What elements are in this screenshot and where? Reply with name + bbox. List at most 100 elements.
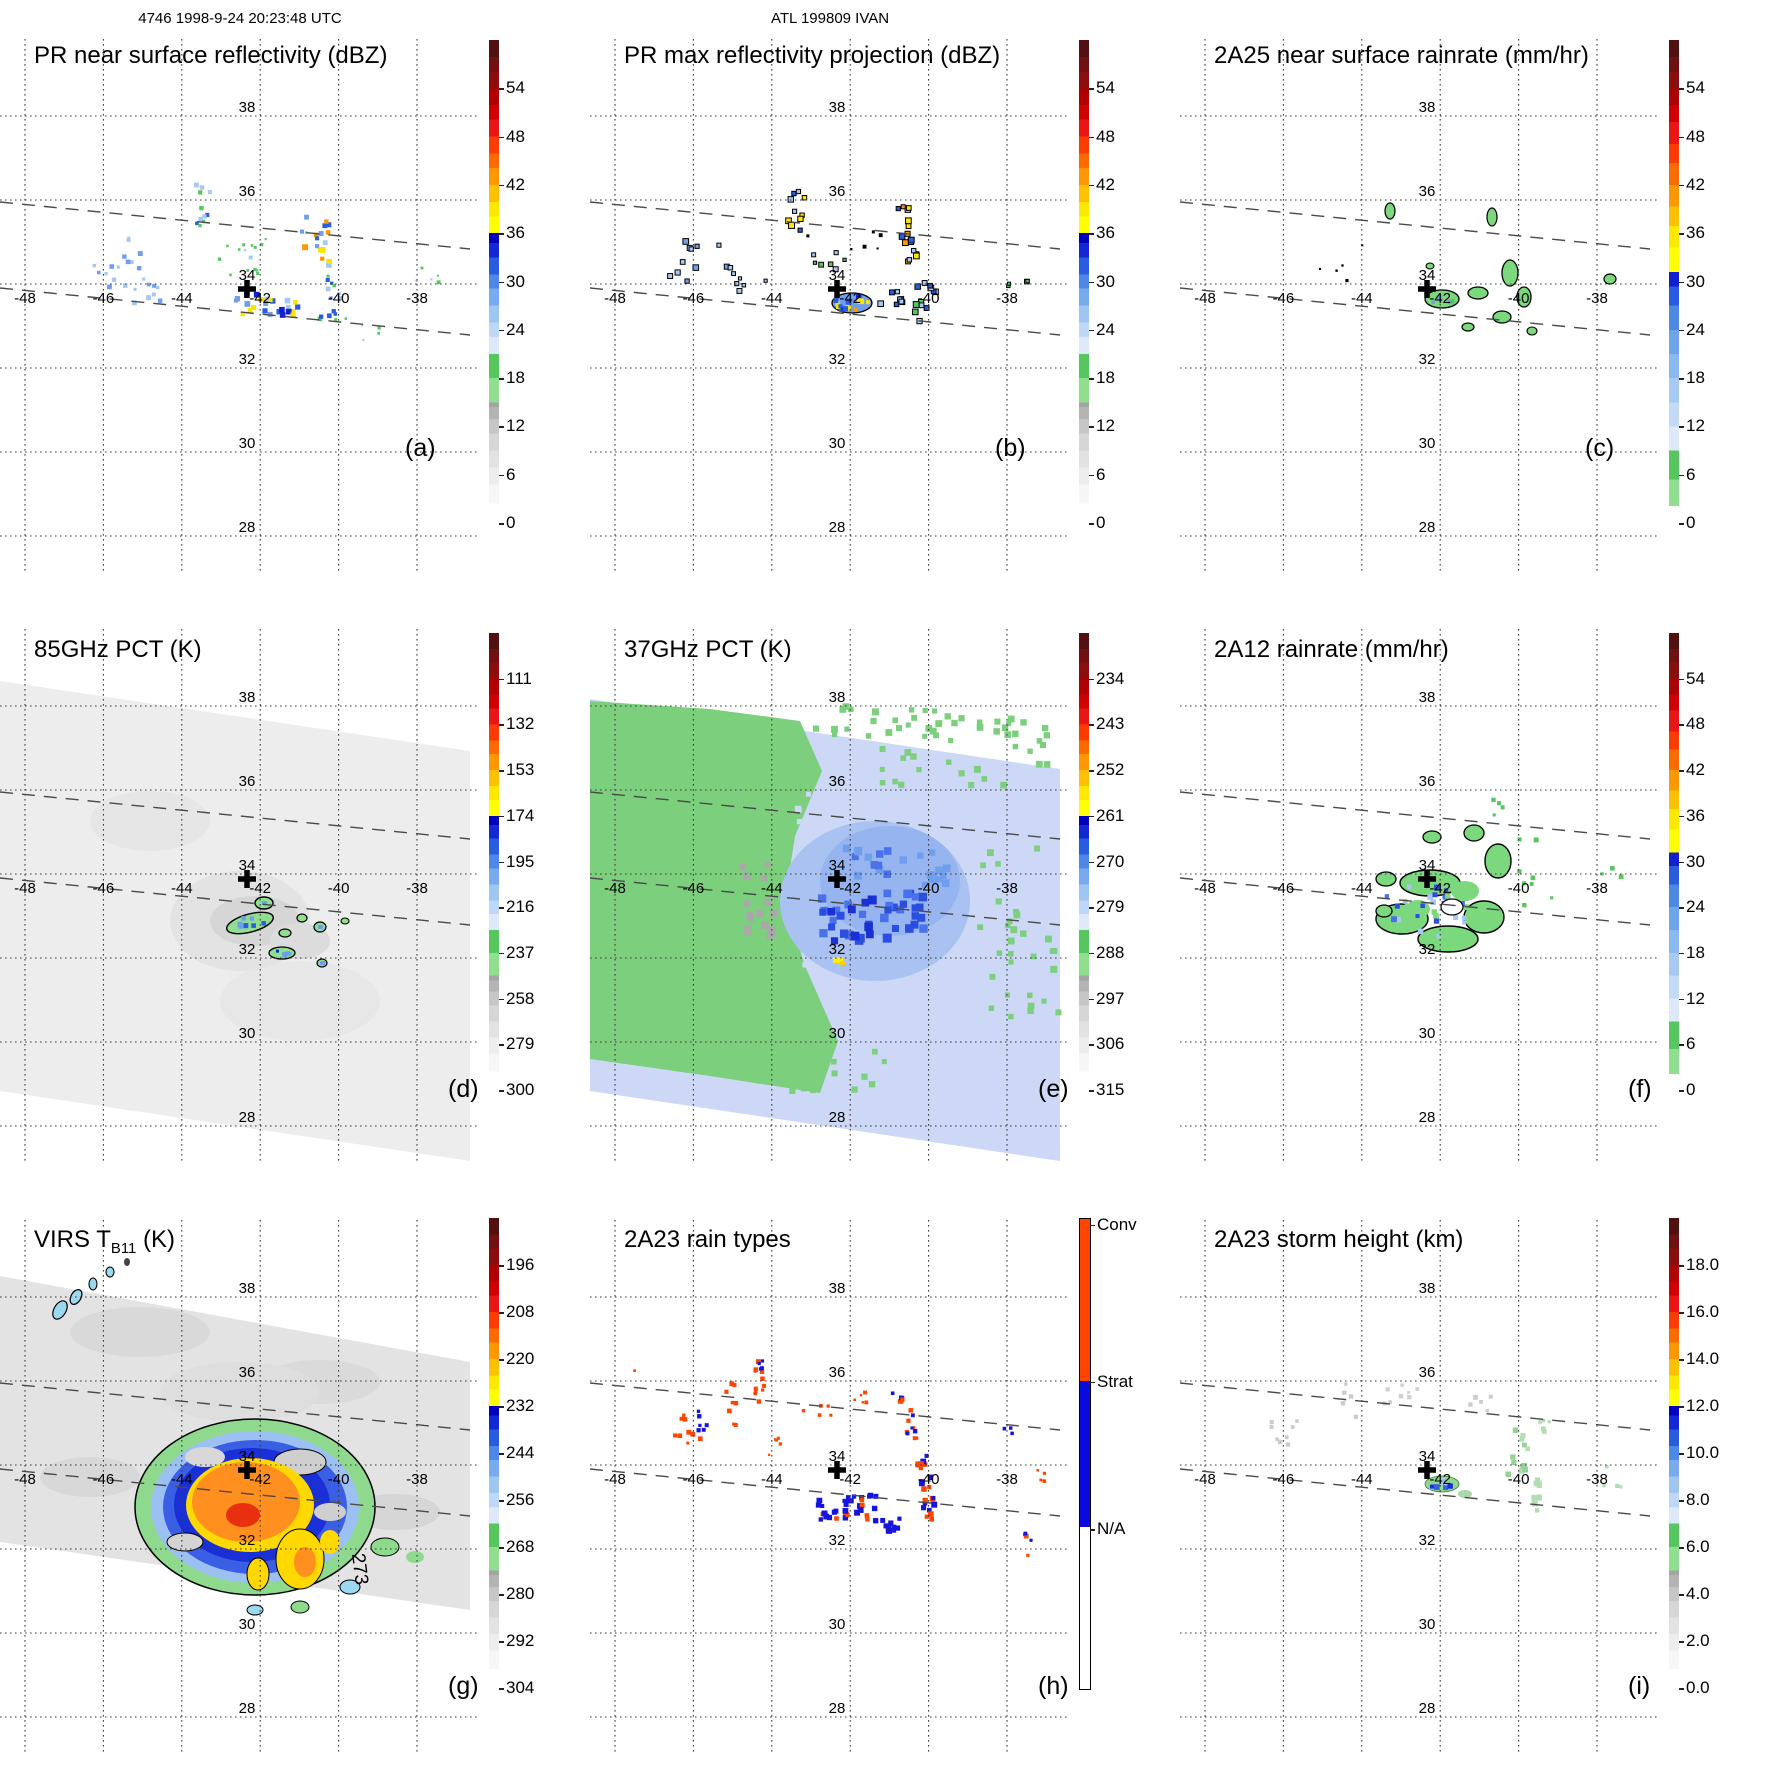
map-art <box>0 681 470 1166</box>
colorbar-tick: 18.0 <box>1678 1255 1720 1274</box>
storm-center-marker <box>828 1461 846 1479</box>
colorbar-a: 54 48 42 36 30 24 18 12 6 0 <box>489 40 525 532</box>
colorbar-tick: 24 <box>1089 319 1115 339</box>
colorbar-tick: 232 <box>498 1396 535 1415</box>
storm-center-marker <box>1418 1461 1436 1479</box>
colorbar-tick: 6 <box>1678 1034 1696 1054</box>
svg-text:-38: -38 <box>996 1471 1018 1488</box>
colorbar-tick: 6 <box>1088 464 1106 484</box>
svg-text:-40: -40 <box>918 290 940 307</box>
swath-edge-lines <box>590 1382 1061 1517</box>
svg-text:-44: -44 <box>761 290 783 307</box>
swath-edge-lines <box>0 791 471 926</box>
colorbar-tick: 252 <box>1088 760 1125 780</box>
svg-text:30: 30 <box>1419 435 1436 452</box>
map-c: 38 36 34 32 30 28 -48 -46 -44 -42 -40 -38 (c) <box>1180 39 1658 571</box>
svg-text:36: 36 <box>829 183 846 200</box>
colorbar-tick: 270 <box>1088 851 1125 871</box>
storm-center-marker <box>1418 280 1436 298</box>
map-art <box>92 182 441 342</box>
panel-title-h: 2A23 rain types <box>624 1226 791 1253</box>
svg-text:-46: -46 <box>683 290 705 307</box>
svg-text:-42: -42 <box>839 880 861 897</box>
colorbar-tick: 2.0 <box>1679 1631 1710 1650</box>
svg-text:-48: -48 <box>604 290 626 307</box>
latlon-grid <box>590 39 1068 571</box>
svg-text:38: 38 <box>239 689 256 706</box>
svg-text:-44: -44 <box>1351 880 1373 897</box>
svg-text:38: 38 <box>1419 1280 1436 1297</box>
colorbar-i: 18.0 16.0 14.0 12.0 10.0 8.0 6.0 4.0 2.0 0.0 <box>1669 1218 1719 1697</box>
map-art <box>667 188 1030 325</box>
colorbar-tick: 42 <box>1089 174 1115 194</box>
svg-text:-42: -42 <box>249 290 271 307</box>
colorbar-tick: 4.0 <box>1679 1584 1710 1603</box>
svg-text:32: 32 <box>1419 351 1436 368</box>
panel-b: PR max reflectivity projection (dBZ) 38 3… <box>590 0 1180 590</box>
colorbar-tick: 18 <box>1679 368 1705 388</box>
svg-text:-42: -42 <box>839 290 861 307</box>
svg-text:36: 36 <box>239 1364 256 1381</box>
colorbar-tick: 195 <box>498 851 535 871</box>
svg-text:30: 30 <box>1419 1616 1436 1633</box>
svg-text:-44: -44 <box>171 880 193 897</box>
svg-text:-46: -46 <box>683 1471 705 1488</box>
colorbar-tick: 48 <box>1679 714 1705 734</box>
svg-text:-38: -38 <box>406 290 428 307</box>
colorbar-tick: 174 <box>498 805 535 825</box>
colorbar-tick: 30 <box>1679 271 1705 291</box>
latlon-grid <box>590 1220 1068 1752</box>
svg-text:-42: -42 <box>1429 290 1451 307</box>
colorbar-tick: 0 <box>1088 513 1106 532</box>
colorbar-tick: 261 <box>1088 805 1125 825</box>
map-a: 38 36 34 32 30 28 -48 -46 -44 -42 -40 -38 (a) <box>0 39 478 571</box>
colorbar-tick: 12 <box>1679 416 1705 436</box>
panel-letter: (h) <box>1038 1672 1069 1700</box>
swath-edge-lines <box>590 201 1061 336</box>
colorbar-tick: 304 <box>498 1678 535 1697</box>
panel-letter: (f) <box>1628 1075 1652 1103</box>
svg-text:38: 38 <box>829 689 846 706</box>
svg-text:-42: -42 <box>839 1471 861 1488</box>
colorbar-tick: 16.0 <box>1678 1302 1720 1321</box>
svg-text:-38: -38 <box>1586 880 1608 897</box>
colorbar-tick: 244 <box>498 1443 535 1462</box>
colorbar-f: 54 48 42 36 30 24 18 12 6 0 <box>1669 633 1705 1099</box>
colorbar-tick: 6 <box>498 464 516 484</box>
map-f: 38 36 34 32 30 28 -48 -46 -44 -42 -40 -38 (f) <box>1180 629 1658 1161</box>
svg-text:34: 34 <box>1419 1448 1436 1465</box>
latlon-grid <box>0 1220 478 1752</box>
svg-text:-40: -40 <box>918 880 940 897</box>
latlon-grid <box>0 629 478 1161</box>
colorbar-tick: 36 <box>499 223 525 243</box>
colorbar-tick: 30 <box>499 271 525 291</box>
svg-text:38: 38 <box>239 1280 256 1297</box>
svg-text:-38: -38 <box>406 880 428 897</box>
svg-text:-48: -48 <box>604 1471 626 1488</box>
svg-text:36: 36 <box>1419 773 1436 790</box>
colorbar-tick: 153 <box>498 760 535 780</box>
colorbar-tick: 279 <box>498 1034 535 1054</box>
svg-text:34: 34 <box>829 267 846 284</box>
panel-title-c: 2A25 near surface rainrate (mm/hr) <box>1214 42 1589 69</box>
svg-text:-46: -46 <box>1273 1471 1295 1488</box>
colorbar-tick: 12 <box>499 416 525 436</box>
panel-title-b: PR max reflectivity projection (dBZ) <box>624 42 1001 69</box>
svg-text:-38: -38 <box>1586 290 1608 307</box>
svg-text:36: 36 <box>239 183 256 200</box>
svg-text:30: 30 <box>1419 1025 1436 1042</box>
svg-text:30: 30 <box>829 1025 846 1042</box>
colorbar-tick: 18 <box>1679 942 1705 962</box>
map-g: 273 38 36 34 32 30 28 -48 -46 -44 -42 -40 -38 (g) <box>0 1220 479 1752</box>
panel-letter: (i) <box>1628 1672 1650 1700</box>
svg-text:-46: -46 <box>683 880 705 897</box>
svg-text:32: 32 <box>829 351 846 368</box>
svg-text:32: 32 <box>239 1532 256 1549</box>
colorbar-tick: 237 <box>498 942 535 962</box>
svg-text:36: 36 <box>239 773 256 790</box>
colorbar-tick: Conv <box>1090 1214 1137 1234</box>
svg-text:-44: -44 <box>171 1471 193 1488</box>
svg-text:34: 34 <box>1419 267 1436 284</box>
swath-edge-lines <box>590 791 1061 926</box>
